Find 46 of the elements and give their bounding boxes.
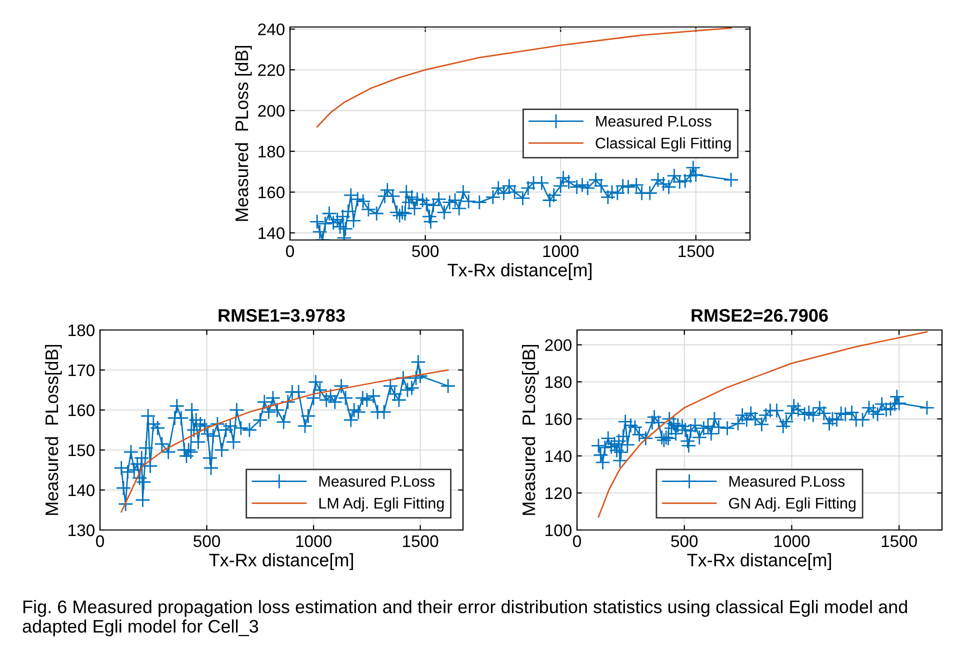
x-axis-title: Tx-Rx distance[m] [687,553,831,570]
y-tick-label: 180 [68,324,94,336]
y-tick-label: 200 [258,104,284,117]
y-axis-title: Measured PLoss[dB] [44,344,62,515]
y-axis-title: Measured PLoss[dB] [522,344,539,515]
legend-label: GN Adj. Egli Fitting [729,497,856,512]
y-tick-label: 130 [68,524,94,536]
x-tick-label: 0 [96,535,104,548]
y-tick-label: 150 [68,444,94,456]
y-tick-label: 200 [545,339,572,352]
y-tick-label: 160 [258,186,284,198]
x-tick-label: 1000 [774,535,810,548]
x-tick-label: 1500 [882,535,917,548]
y-tick-label: 140 [546,450,572,462]
x-axis-title: Tx-Rx distance[m] [209,553,353,570]
x-tick-label: 0 [286,245,294,258]
legend-label: Measured P.Loss [319,476,435,487]
y-tick-label: 100 [546,524,572,536]
x-axis-title: Tx-Rx distance[m] [448,263,592,280]
legend-label: Classical Egli Fitting [596,137,731,152]
x-tick-label: 500 [671,535,698,548]
y-tick-label: 180 [546,376,572,388]
chart-title: RMSE2=26.7906 [692,309,828,322]
chart-title: RMSE1=3.9783 [218,309,345,322]
y-tick-label: 160 [546,413,572,426]
x-tick-label: 1000 [296,535,332,548]
x-tick-label: 1000 [543,245,578,258]
x-tick-label: 1500 [403,535,438,548]
y-tick-label: 170 [68,364,94,376]
legend-label: Measured P.Loss [729,476,845,487]
y-tick-label: 160 [68,404,94,416]
y-tick-label: 240 [258,23,284,36]
y-tick-label: 180 [258,146,284,158]
caption: Fig. 6 Measured propagation loss estimation and their error distribution statistics using classical Egli model and adapted Egli model for Cell_3 [22,600,907,636]
line-series [316,27,732,128]
y-tick-label: 140 [68,484,94,496]
y-axis-title: Measured PLoss [dB] [234,46,252,221]
x-tick-label: 500 [194,535,220,548]
x-tick-label: 1500 [678,245,714,258]
y-tick-label: 140 [258,227,284,240]
y-tick-label: 120 [546,487,572,500]
y-tick-label: 220 [258,64,284,76]
x-tick-label: 0 [573,535,581,548]
x-tick-label: 500 [412,245,439,258]
legend-label: LM Adj. Egli Fitting [319,497,444,512]
legend-label: Measured P.Loss [596,115,712,127]
